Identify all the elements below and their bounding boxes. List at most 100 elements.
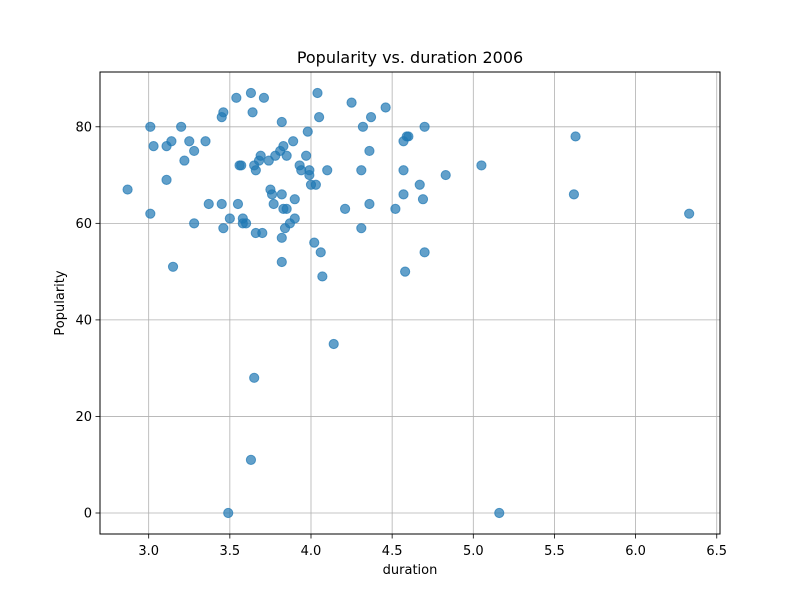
data-point [268,198,279,210]
x-axis-label: duration [383,563,438,578]
data-point [357,121,369,132]
data-point [568,189,580,200]
data-point [189,145,200,157]
data-point [176,121,187,132]
data-point [223,507,234,519]
plot-area-frame [99,71,721,535]
grid [100,72,720,534]
data-point [245,87,257,99]
data-point [403,131,414,142]
data-point [322,165,333,176]
data-point [390,203,401,214]
data-point [570,131,581,142]
data-point [315,247,326,258]
data-point [184,136,195,147]
data-point [339,203,351,214]
data-point [145,208,156,219]
data-point [203,198,214,210]
x-tick-label: 4.5 [382,544,403,559]
data-point [356,223,367,234]
data-point [255,150,266,161]
data-point [249,372,260,383]
data-point [281,203,292,214]
data-point [276,232,287,243]
data-point [288,136,299,147]
data-point [161,174,172,185]
data-point [364,145,375,157]
data-point [317,271,328,282]
y-tick-label: 20 [75,410,92,425]
data-point [289,194,300,205]
data-point [400,266,411,277]
y-tick-label: 80 [75,120,92,135]
data-point [302,126,313,137]
data-point [281,150,292,161]
y-tick-label: 40 [75,313,92,328]
data-point [257,227,268,239]
y-axis-label: Popularity [53,270,68,335]
chart-title: Popularity vs. duration 2006 [297,48,523,67]
data-point [356,165,367,176]
data-point [245,454,257,465]
data-point [236,160,247,171]
data-point [310,179,321,190]
data-point [301,150,312,161]
data-point [289,213,300,224]
data-point [304,169,315,181]
x-tick-label: 6.0 [625,544,646,559]
data-point [440,169,451,181]
data-point [276,189,287,200]
data-point [684,208,695,219]
x-tick-label: 5.5 [544,544,565,559]
data-point [276,256,287,268]
x-tick-label: 6.5 [706,544,727,559]
data-point [278,141,289,152]
data-point [189,218,200,229]
data-point [365,112,377,123]
x-tick-label: 4.0 [301,544,322,559]
y-tick-label: 0 [84,507,92,522]
y-axis-ticks: 0 20 40 60 80 [75,120,100,522]
data-point [232,198,244,210]
data-point [258,92,270,103]
data-point [309,237,320,248]
data-point [148,141,159,152]
data-point [166,136,177,147]
data-point [494,507,505,519]
data-point [218,107,229,118]
data-point [216,198,227,210]
data-point [240,218,252,229]
data-point [419,121,430,132]
data-point [200,136,211,147]
data-point [476,160,487,171]
data-point [414,179,425,190]
data-point [179,155,190,166]
data-point [224,213,235,224]
data-point [218,223,229,234]
data-point [145,121,156,132]
x-tick-label: 5.0 [463,544,484,559]
data-point [247,107,258,118]
data-point [419,247,430,258]
data-point [380,102,391,113]
x-axis-ticks: 3.0 3.5 4.0 4.5 5.0 5.5 6.0 6.5 [138,534,727,559]
x-tick-label: 3.5 [219,544,240,559]
data-point [167,261,179,272]
data-point [250,165,261,176]
data-point [346,97,357,108]
data-point [314,112,325,123]
data-point [312,87,323,99]
data-point [276,116,287,128]
data-point [122,184,133,195]
data-point [398,189,409,200]
data-points [122,87,695,519]
data-point [328,338,339,350]
data-point [398,165,409,176]
data-point [364,198,375,210]
data-point [266,189,278,200]
y-tick-label: 60 [75,217,92,232]
x-tick-label: 3.0 [138,544,159,559]
data-point [231,92,242,103]
